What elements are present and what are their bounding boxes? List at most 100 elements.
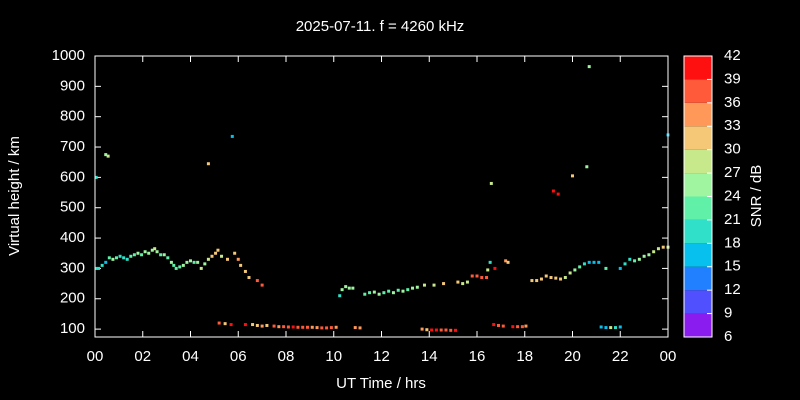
point: [255, 323, 259, 327]
point: [415, 285, 419, 289]
point: [199, 266, 203, 270]
point: [520, 325, 524, 329]
point: [647, 253, 651, 257]
point: [642, 254, 646, 258]
point: [206, 257, 210, 261]
point: [260, 324, 264, 328]
point: [587, 260, 591, 264]
point: [549, 276, 553, 280]
y-tick-label: 900: [60, 77, 85, 94]
point: [286, 325, 290, 329]
point: [551, 189, 555, 193]
point: [189, 259, 192, 263]
point: [178, 265, 182, 269]
point: [485, 276, 489, 280]
point: [118, 254, 122, 258]
point: [604, 266, 608, 270]
point: [247, 276, 251, 280]
point: [159, 253, 163, 257]
y-tick-label: 600: [60, 168, 85, 185]
point: [169, 260, 173, 264]
point: [430, 328, 434, 332]
x-tick-label: 12: [373, 348, 390, 365]
point: [656, 247, 660, 251]
point: [166, 256, 170, 260]
point: [578, 265, 582, 269]
point: [150, 248, 154, 252]
colorbar-tick-label: 6: [724, 328, 732, 345]
x-tick-label: 02: [134, 348, 151, 365]
point: [465, 280, 469, 284]
point: [243, 269, 247, 273]
point: [291, 325, 295, 329]
point: [444, 328, 448, 332]
point: [210, 254, 214, 258]
point: [353, 326, 357, 330]
colorbar-band: [684, 243, 712, 267]
point: [368, 291, 372, 295]
point: [442, 282, 446, 286]
y-tick-label: 500: [60, 199, 85, 216]
plot-frame: [94, 55, 669, 338]
point: [347, 286, 351, 290]
colorbar-band: [684, 102, 712, 127]
point: [358, 326, 362, 330]
point: [506, 260, 510, 264]
point: [597, 260, 601, 264]
colorbar-band: [684, 219, 712, 244]
point: [236, 257, 240, 261]
point: [377, 292, 381, 296]
colorbar-band: [684, 126, 712, 150]
point: [243, 323, 247, 327]
x-tick-label: 00: [660, 348, 677, 365]
y-tick-label: 800: [60, 108, 85, 125]
colorbar-band: [684, 290, 712, 314]
point: [320, 326, 324, 330]
colorbar-tick-label: 33: [724, 117, 741, 134]
x-tick-label: 22: [612, 348, 629, 365]
point: [661, 245, 665, 249]
point: [396, 288, 400, 292]
point: [140, 253, 144, 257]
point: [338, 294, 342, 298]
point: [488, 260, 492, 264]
point: [496, 323, 500, 327]
point: [233, 251, 237, 255]
point: [351, 286, 355, 290]
point: [129, 254, 133, 258]
x-tick-label: 00: [87, 348, 104, 365]
point: [652, 250, 656, 254]
point: [406, 288, 410, 292]
colorbar-band: [684, 149, 712, 174]
point: [573, 268, 577, 272]
point: [172, 263, 176, 267]
colorbar-band: [684, 313, 712, 337]
colorbar-tick-label: 24: [724, 187, 741, 204]
point: [206, 162, 210, 166]
point: [185, 260, 189, 264]
point: [582, 262, 586, 266]
point: [618, 266, 622, 270]
point: [296, 325, 300, 329]
point: [425, 328, 429, 332]
point: [203, 262, 207, 266]
point: [181, 263, 185, 267]
point: [604, 326, 608, 330]
point: [372, 290, 376, 294]
point: [174, 266, 178, 270]
point: [143, 250, 147, 254]
colorbar-tick-label: 36: [724, 94, 741, 111]
point: [344, 285, 348, 289]
point: [613, 326, 617, 330]
point: [162, 253, 166, 257]
point: [277, 325, 281, 329]
colorbar-tick-label: 30: [724, 141, 741, 158]
point: [214, 251, 218, 255]
point: [217, 321, 221, 325]
point: [530, 279, 534, 283]
y-tick-label: 300: [60, 259, 85, 276]
point: [216, 248, 220, 252]
point: [456, 280, 460, 284]
point: [461, 282, 465, 286]
point: [315, 326, 319, 330]
